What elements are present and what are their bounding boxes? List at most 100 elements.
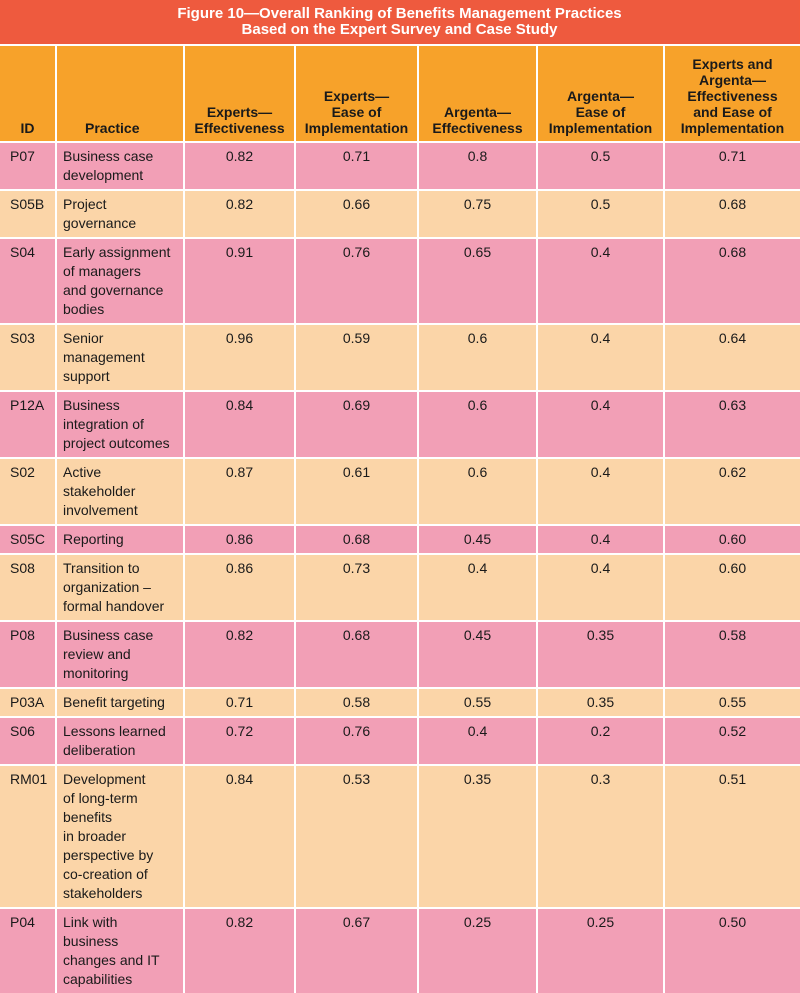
cell-practice: Business integration of project outcomes (57, 390, 185, 457)
header-combined-line: Effectiveness (687, 88, 778, 104)
figure-title-line-2: Based on the Expert Survey and Case Stud… (241, 21, 558, 38)
cell-practice-line: Lessons learned (63, 723, 166, 739)
cell-id: RM01 (0, 764, 57, 907)
cell-practice-line: integration of (63, 416, 144, 432)
cell-combined-score: 0.52 (665, 716, 800, 764)
cell-argenta-ease: 0.4 (538, 237, 665, 323)
cell-experts-effectiveness: 0.84 (185, 390, 296, 457)
cell-argenta-effectiveness: 0.6 (419, 457, 538, 524)
cell-argenta-effectiveness: 0.25 (419, 907, 538, 993)
table-row: P04 Link with business changes and IT capabi… (0, 907, 800, 993)
cell-id: P04 (0, 907, 57, 993)
header-argenta-effectiveness-line: Argenta— (444, 104, 511, 120)
table-row: S04 Early assignment of managers and govern… (0, 237, 800, 323)
cell-argenta-effectiveness: 0.75 (419, 189, 538, 237)
cell-practice-line: Business case (63, 627, 154, 643)
header-combined-line: and Ease of (693, 104, 772, 120)
cell-practice-line: capabilities (63, 971, 133, 987)
header-experts-ease-line: Implementation (304, 120, 409, 136)
cell-experts-ease: 0.61 (296, 457, 419, 524)
cell-argenta-effectiveness: 0.8 (419, 141, 538, 189)
cell-combined-score: 0.64 (665, 323, 800, 390)
cell-practice-line: support (63, 368, 110, 384)
cell-argenta-effectiveness: 0.6 (419, 323, 538, 390)
cell-experts-effectiveness: 0.96 (185, 323, 296, 390)
cell-practice-line: Active (63, 464, 102, 480)
cell-practice: Benefit targeting (57, 687, 185, 716)
ranking-table: ID Practice Experts— Effectiveness Expert… (0, 44, 800, 993)
cell-practice-line: bodies (63, 301, 105, 317)
cell-practice-line: Business (63, 397, 120, 413)
cell-practice: Reporting (57, 524, 185, 553)
cell-practice-line: benefits (63, 809, 113, 825)
cell-combined-score: 0.71 (665, 141, 800, 189)
cell-combined-score: 0.60 (665, 553, 800, 620)
cell-practice-line: Project (63, 196, 107, 212)
header-combined-line: Implementation (680, 120, 785, 136)
header-argenta-effectiveness-line: Effectiveness (432, 120, 523, 136)
cell-experts-ease: 0.69 (296, 390, 419, 457)
header-argenta-ease: Argenta— Ease of Implementation (538, 44, 665, 141)
cell-experts-effectiveness: 0.87 (185, 457, 296, 524)
cell-practice-line: development (63, 167, 144, 183)
cell-argenta-effectiveness: 0.45 (419, 620, 538, 687)
cell-id: P03A (0, 687, 57, 716)
cell-id: S05C (0, 524, 57, 553)
cell-argenta-ease: 0.4 (538, 524, 665, 553)
cell-argenta-effectiveness: 0.6 (419, 390, 538, 457)
cell-practice-line: of managers (63, 263, 141, 279)
cell-practice-line: co-creation of (63, 866, 148, 882)
cell-experts-ease: 0.53 (296, 764, 419, 907)
cell-id: S06 (0, 716, 57, 764)
table-row: P08 Business case review and monitoring 0.82… (0, 620, 800, 687)
cell-practice-line: business (63, 933, 119, 949)
cell-combined-score: 0.50 (665, 907, 800, 993)
cell-argenta-ease: 0.35 (538, 687, 665, 716)
header-combined-line: Argenta— (699, 72, 766, 88)
cell-experts-ease: 0.68 (296, 620, 419, 687)
table-row: S03 Senior management support 0.96 0.59 0.6 0.4… (0, 323, 800, 390)
cell-combined-score: 0.63 (665, 390, 800, 457)
cell-argenta-effectiveness: 0.55 (419, 687, 538, 716)
table-header-row: ID Practice Experts— Effectiveness Expert… (0, 44, 800, 141)
cell-practice: Project governance (57, 189, 185, 237)
cell-experts-effectiveness: 0.82 (185, 907, 296, 993)
cell-experts-effectiveness: 0.86 (185, 524, 296, 553)
cell-id: P07 (0, 141, 57, 189)
figure-title: Figure 10—Overall Ranking of Benefits Ma… (0, 0, 799, 44)
cell-argenta-ease: 0.2 (538, 716, 665, 764)
cell-combined-score: 0.68 (665, 189, 800, 237)
cell-experts-ease: 0.71 (296, 141, 419, 189)
cell-practice-line: review and (63, 646, 131, 662)
header-experts-ease-line: Ease of (331, 104, 382, 120)
cell-combined-score: 0.51 (665, 764, 800, 907)
cell-argenta-ease: 0.5 (538, 141, 665, 189)
header-id: ID (0, 44, 57, 141)
cell-practice-line: project outcomes (63, 435, 170, 451)
table-row: S08 Transition to organization – formal han… (0, 553, 800, 620)
cell-practice-line: stakeholder (63, 483, 136, 499)
cell-experts-ease: 0.68 (296, 524, 419, 553)
figure-title-line-1: Figure 10—Overall Ranking of Benefits Ma… (177, 5, 622, 22)
header-argenta-ease-line: Argenta— (567, 88, 634, 104)
cell-practice: Link with business changes and IT capabilit… (57, 907, 185, 993)
cell-id: S04 (0, 237, 57, 323)
cell-practice: Business case development (57, 141, 185, 189)
cell-argenta-ease: 0.4 (538, 390, 665, 457)
cell-experts-ease: 0.66 (296, 189, 419, 237)
table-row: P12A Business integration of project outcom… (0, 390, 800, 457)
cell-practice-line: in broader (63, 828, 127, 844)
cell-practice-line: formal handover (63, 598, 165, 614)
cell-practice-line: perspective by (63, 847, 154, 863)
cell-combined-score: 0.60 (665, 524, 800, 553)
header-combined-line: Experts and (692, 56, 773, 72)
cell-practice-line: involvement (63, 502, 138, 518)
table-row: S06 Lessons learned deliberation 0.72 0.76 0.… (0, 716, 800, 764)
cell-combined-score: 0.58 (665, 620, 800, 687)
cell-practice-line: Early assignment (63, 244, 171, 260)
cell-experts-effectiveness: 0.72 (185, 716, 296, 764)
header-argenta-ease-line: Implementation (548, 120, 653, 136)
cell-practice-line: stakeholders (63, 885, 143, 901)
cell-practice-line: management (63, 349, 145, 365)
